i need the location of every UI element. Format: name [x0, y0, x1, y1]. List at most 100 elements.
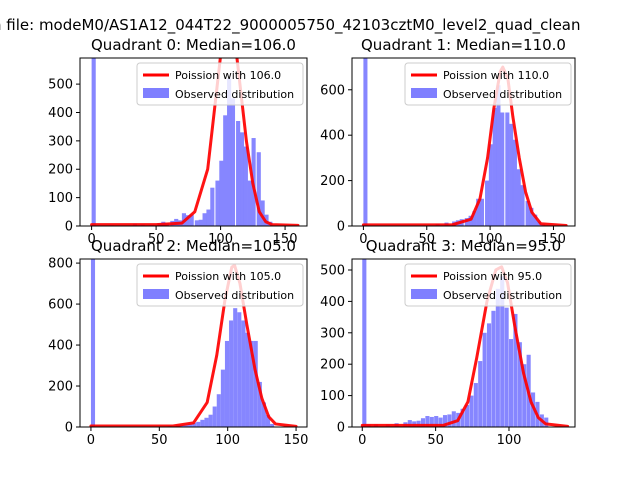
y-tick-label: 0 — [337, 421, 345, 436]
histogram-bar — [233, 308, 238, 427]
y-tick-label: 200 — [320, 358, 345, 373]
y-tick-label: 0 — [65, 421, 73, 436]
histogram-bar — [420, 418, 426, 427]
histogram-bar — [198, 219, 203, 226]
legend-fit-label: Poission with 105.0 — [175, 270, 281, 283]
histogram-bar — [208, 414, 213, 427]
x-tick-label: 150 — [541, 232, 566, 247]
subplot-quadrant-3: 0 50 100 0 100 200 300 400 500 Quadrant 3: Median… — [320, 237, 576, 448]
histogram-bar — [249, 340, 254, 427]
y-tick-label: 600 — [48, 298, 73, 313]
histogram-bar — [223, 115, 228, 226]
histogram-bar — [241, 320, 246, 427]
histogram-bar — [533, 214, 538, 226]
histogram-bar — [189, 214, 194, 226]
histogram-bar — [362, 259, 367, 427]
histogram-bar — [516, 169, 521, 226]
y-tick-label: 400 — [48, 339, 73, 354]
x-tick-label: 50 — [427, 433, 444, 448]
histogram-bar — [202, 213, 207, 226]
histogram-bar — [227, 78, 232, 226]
histogram-bar — [529, 207, 534, 226]
histogram-bar — [500, 112, 505, 226]
histogram-bar — [192, 422, 197, 427]
x-tick-label: 100 — [478, 232, 503, 247]
histogram-bar — [245, 332, 250, 427]
histogram-bar — [200, 419, 205, 427]
histogram-bar — [230, 98, 236, 226]
histogram-bar — [256, 152, 261, 226]
histogram-bar — [243, 146, 248, 226]
plot-area — [90, 58, 300, 226]
y-tick-label: 400 — [48, 106, 73, 121]
legend-hist-label: Observed distribution — [175, 289, 294, 302]
histogram-bar — [215, 180, 220, 226]
histogram-bar — [513, 313, 518, 427]
y-tick-label: 500 — [320, 263, 345, 278]
histogram-bar — [261, 402, 266, 427]
y-tick-label: 0 — [65, 220, 73, 235]
y-tick-label: 800 — [48, 257, 73, 272]
histogram-bar — [204, 417, 209, 427]
x-tick-label: 50 — [151, 433, 168, 448]
x-tick-label: 0 — [358, 433, 366, 448]
legend-fit-label: Poission with 110.0 — [443, 69, 549, 82]
y-tick-label: 300 — [320, 326, 345, 341]
histogram-bar — [517, 342, 522, 427]
plot-area — [361, 58, 568, 226]
histogram-bar — [265, 414, 271, 427]
subplot-quadrant-2: 0 50 100 150 0 200 400 600 800 Quadrant 2: Median… — [48, 237, 308, 448]
y-tick-label: 500 — [48, 78, 73, 93]
axes-frame — [351, 258, 576, 428]
x-tick-label: 50 — [418, 232, 435, 247]
histogram-bar — [512, 139, 517, 226]
histogram-bar — [237, 312, 242, 427]
histogram-bar — [429, 416, 434, 427]
y-tick-label: 600 — [320, 83, 345, 98]
histogram-bar — [520, 185, 525, 226]
y-tick-label: 200 — [48, 163, 73, 178]
histogram-bar — [505, 112, 510, 226]
histogram-bar — [210, 187, 215, 226]
histogram-bar — [239, 132, 245, 226]
x-tick-label: 0 — [359, 232, 367, 247]
legend-hist-swatch — [143, 88, 169, 98]
histogram-bar — [257, 381, 262, 427]
histogram-bar — [495, 288, 500, 427]
subplot-title: Quadrant 1: Median=110.0 — [361, 36, 566, 54]
legend-hist-swatch — [143, 289, 169, 299]
subplot-quadrant-1: 0 50 100 150 0 200 400 600 Quadrant 1: Median=11… — [320, 36, 576, 247]
histogram-bar — [544, 417, 549, 427]
x-tick-label: 150 — [273, 232, 298, 247]
x-tick-label: 100 — [497, 433, 522, 448]
subplot-title: Quadrant 2: Median=105.0 — [91, 237, 296, 255]
y-tick-label: 400 — [320, 129, 345, 144]
x-tick-label: 50 — [148, 232, 165, 247]
histogram-bar — [464, 405, 470, 427]
legend-box — [136, 263, 304, 307]
histogram-bar — [407, 420, 412, 427]
histogram-bar — [188, 423, 193, 427]
histogram-bar — [270, 423, 275, 427]
x-tick-label: 100 — [208, 232, 233, 247]
y-tick-label: 200 — [48, 380, 73, 395]
legend-box — [136, 62, 304, 106]
histogram-bar — [183, 424, 189, 427]
y-tick-label: 100 — [48, 191, 73, 206]
histogram-bar — [220, 369, 225, 427]
poisson-fit-line — [90, 58, 300, 226]
histogram-bar — [434, 416, 439, 427]
histogram-bar — [476, 198, 481, 226]
histogram-bar — [185, 215, 190, 226]
figure-suptitle: n file: modeM0/AS1A12_044T22_9000005750_… — [0, 16, 581, 34]
legend-hist-label: Observed distribution — [175, 88, 294, 101]
histogram-bar — [522, 364, 527, 427]
axes-frame — [79, 57, 308, 227]
histogram-bar — [525, 201, 530, 226]
legend: Poission with 106.0 Observed distribution — [136, 62, 304, 106]
histogram-bar — [482, 332, 487, 427]
histogram-bar — [486, 323, 492, 427]
histogram-bar — [500, 276, 505, 427]
